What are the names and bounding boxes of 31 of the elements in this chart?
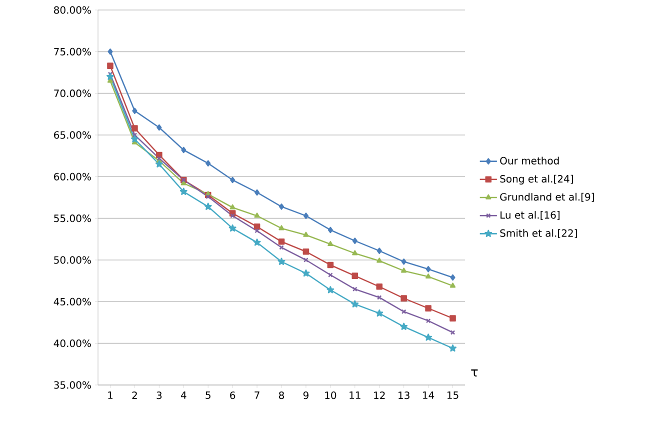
- legend-label: Grundland et al.[9]: [500, 192, 594, 202]
- x-tick-label: 15: [448, 392, 458, 399]
- legend-label: Song et al.[24]: [500, 174, 573, 185]
- x-tick-label: 8: [278, 392, 284, 400]
- y-tick-label: 55.00%: [54, 214, 91, 222]
- y-tick-label: 60.00%: [54, 172, 91, 180]
- x-tick-label: 5: [206, 392, 210, 399]
- y-tick-label: 70.00%: [54, 90, 91, 98]
- legend-label: Lu et al.[16]: [500, 211, 560, 220]
- x-tick-label: 4: [180, 392, 186, 399]
- x-tick-label: 6: [230, 392, 236, 400]
- x-tick-label: 3: [156, 392, 162, 400]
- x-axis-title: τ: [471, 369, 478, 377]
- y-tick-label: 35.00%: [54, 381, 91, 389]
- y-tick-label: 45.00%: [54, 298, 91, 306]
- y-tick-label: 65.00%: [54, 131, 91, 139]
- y-tick-label: 75.00%: [54, 48, 91, 56]
- x-tick-label: 1: [108, 392, 112, 399]
- x-tick-label: 11: [350, 392, 360, 399]
- legend-label: Smith et al.[22]: [500, 229, 577, 238]
- y-tick-label: 50.00%: [54, 256, 91, 264]
- x-tick-label: 12: [374, 392, 385, 399]
- x-tick-label: 7: [254, 392, 260, 399]
- x-tick-label: 2: [132, 392, 137, 399]
- x-tick-label: 14: [423, 392, 434, 399]
- x-tick-label: 13: [398, 392, 410, 400]
- y-tick-label: 40.00%: [54, 340, 91, 348]
- legend-label: Our method: [500, 156, 559, 164]
- x-tick-label: 9: [303, 392, 308, 400]
- y-tick-label: 80.00%: [54, 6, 91, 14]
- x-tick-label: 10: [325, 392, 336, 400]
